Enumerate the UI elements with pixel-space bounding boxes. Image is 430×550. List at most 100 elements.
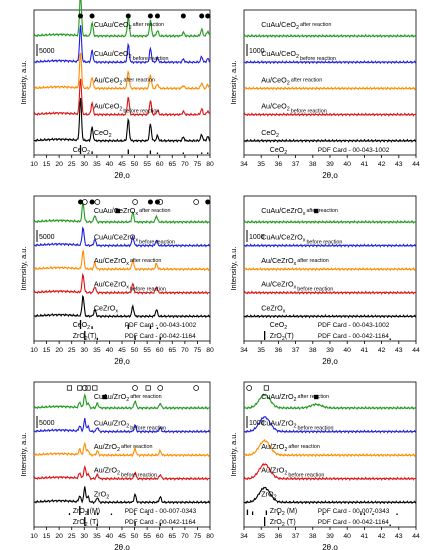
series-label: ZrO2 — [94, 489, 109, 500]
phase-marker — [102, 394, 108, 400]
x-tick-label: 20 — [55, 347, 63, 354]
phase-marker — [125, 13, 131, 19]
x-tick-label: 15 — [43, 347, 51, 354]
x-tick-label: 60 — [156, 533, 164, 540]
series-line — [33, 249, 211, 272]
series-label: Au/ZrO2before reaction — [94, 466, 157, 479]
x-tick-label: 35 — [93, 347, 101, 354]
x-tick-label: 39 — [326, 347, 334, 354]
x-tick-label: 35 — [257, 347, 265, 354]
x-tick-label: 55 — [143, 161, 151, 168]
x-axis-label: 2θ,o — [322, 543, 338, 550]
pdf-card-name: ZrO2 (T) — [73, 519, 99, 528]
phase-marker — [157, 385, 164, 391]
series-label: CuAu/CeO2before reaction — [261, 49, 336, 62]
x-tick-label: 35 — [257, 533, 265, 540]
phase-marker — [132, 385, 138, 391]
pdf-card-name: CeO2 — [73, 322, 90, 331]
series-line — [243, 439, 417, 458]
series-line — [33, 294, 211, 319]
pdf-card-name: ZrO2(T) — [73, 333, 97, 342]
series-line — [33, 78, 211, 117]
phase-marker — [193, 385, 200, 391]
x-tick-label: 43 — [395, 161, 403, 168]
series-label: Au/CeZrOxafter reaction — [94, 256, 162, 267]
pdf-card-name: CeO2 — [270, 147, 287, 156]
x-tick-label: 70 — [181, 347, 189, 354]
x-tick-label: 80 — [206, 533, 214, 540]
x-tick-label: 37 — [292, 161, 300, 168]
x-tick-label: 55 — [143, 347, 151, 354]
series-line — [33, 226, 211, 248]
pdf-card-number: PDF Card - 00-043-1002 — [318, 322, 390, 329]
xrd-panel-6: ZrO2 (M) PDF Card - 00-007-0343 ZrO2 (T) PD… — [229, 381, 420, 550]
series-line — [244, 59, 417, 65]
x-tick-label: 41 — [361, 161, 369, 168]
phase-marker — [85, 385, 91, 391]
phase-marker — [147, 199, 153, 205]
pdf-card-number: PDF Card - 00-042-1164 — [318, 333, 389, 340]
phase-marker — [94, 199, 101, 205]
pdf-card-name: CeO2 — [270, 322, 287, 331]
x-axis-label: 2θ,o — [114, 171, 130, 180]
x-tick-label: 10 — [30, 347, 38, 354]
x-tick-label: 25 — [68, 161, 76, 168]
series-label: CuAu/CeZrOxafter reaction — [261, 206, 338, 217]
phase-marker — [92, 385, 98, 391]
series-label: CeZrOx — [94, 303, 119, 314]
phase-marker — [199, 13, 205, 19]
series-line — [243, 415, 417, 434]
phase-marker — [78, 199, 84, 205]
pdf-card-name: ZrO2 (M) — [270, 508, 297, 517]
scale-bar-label: 5000 — [39, 234, 55, 241]
scale-bar-label: 5000 — [39, 48, 55, 55]
phase-marker — [180, 13, 186, 19]
x-tick-label: 36 — [275, 347, 283, 354]
pdf-card-number: PDF Card - 00-043-1002 — [318, 147, 390, 154]
x-tick-label: 40 — [106, 347, 114, 354]
phase-marker — [115, 208, 120, 214]
x-tick-label: 38 — [309, 347, 317, 354]
x-tick-label: 44 — [412, 161, 420, 168]
series-line — [243, 486, 417, 505]
x-tick-label: 30 — [81, 347, 89, 354]
phase-marker — [157, 199, 164, 205]
phase-marker — [147, 13, 153, 19]
series-label: CuAu/ZrO2before reaction — [261, 419, 333, 432]
x-tick-label: 41 — [361, 347, 369, 354]
series-label: CuAu/CeZrOxbefore reaction — [261, 233, 342, 246]
series-label: CuAu/ZrO2after reaction — [94, 392, 162, 403]
x-tick-label: 10 — [30, 161, 38, 168]
x-tick-label: 34 — [240, 347, 248, 354]
series-line — [243, 33, 417, 39]
pdf-card-name: ZrO2(T) — [270, 333, 294, 342]
series-label: Au/CeZrOxbefore reaction — [261, 280, 333, 293]
xrd-panel-1: CeO2 CuAu/CeO2after reaction CuAu/CeO2befo… — [19, 0, 214, 180]
phase-marker — [89, 199, 95, 205]
plot-frame — [243, 381, 417, 528]
phase-marker — [193, 199, 200, 205]
series-label: Au/CeZrOxafter reaction — [261, 256, 329, 267]
y-axis-label: Intensity, a.u. — [19, 60, 28, 104]
series-line — [243, 393, 417, 411]
x-tick-label: 43 — [395, 533, 403, 540]
x-tick-label: 30 — [81, 533, 89, 540]
series-label: CuAu/CeZrOxbefore reaction — [94, 233, 175, 246]
x-tick-label: 75 — [194, 533, 202, 540]
xrd-panel-5: ZrO2 (M) PDF Card - 00-007-0343 ZrO2 (T) PD… — [19, 381, 214, 550]
series-line — [33, 201, 211, 225]
x-tick-label: 40 — [343, 533, 351, 540]
phase-marker — [205, 199, 211, 205]
x-tick-label: 38 — [309, 161, 317, 168]
series-line — [243, 314, 417, 319]
x-tick-label: 10 — [30, 533, 38, 540]
x-tick-label: 65 — [169, 347, 177, 354]
xrd-panel-2: CeO2 PDF Card - 00-043-1002 CuAu/CeO2after… — [229, 9, 420, 180]
series-label: Au/CeO2after reaction — [94, 75, 155, 86]
phase-marker — [314, 394, 319, 400]
series-label: Au/ZrO2after reaction — [261, 442, 320, 453]
series-label: CuAu/CeO2after reaction — [94, 20, 164, 31]
phase-marker — [314, 208, 319, 214]
x-tick-label: 44 — [412, 347, 420, 354]
series-line — [33, 393, 211, 411]
